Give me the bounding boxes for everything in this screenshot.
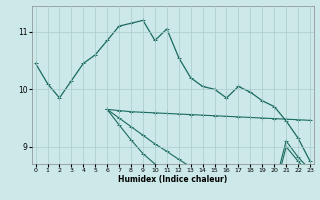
- X-axis label: Humidex (Indice chaleur): Humidex (Indice chaleur): [118, 175, 228, 184]
